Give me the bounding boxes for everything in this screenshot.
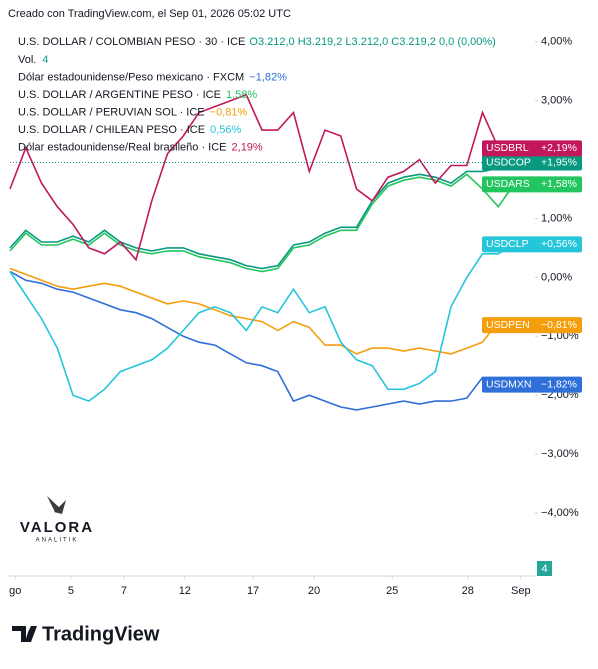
series-line [9, 173, 515, 273]
volume-label: Vol. [18, 54, 36, 66]
plot-area [9, 93, 535, 411]
x-tick-label: 20 [308, 585, 320, 597]
x-tick-label: 12 [179, 585, 191, 597]
x-tick-label: 5 [68, 585, 74, 597]
legend-value: 0,56% [210, 124, 241, 136]
watermark-text: VALORA [20, 519, 94, 536]
legend-value: 2,19% [232, 141, 263, 153]
price-tag [482, 376, 582, 393]
legend-value: 1,58% [226, 89, 257, 101]
legend-name: U.S. DOLLAR / PERUVIAN SOL · ICE [18, 106, 205, 118]
caption: Creado con TradingView.com, el Sep 01, 2… [8, 8, 291, 20]
legend-ohlc: O3.212,0 H3.219,2 L3.212,0 C3.219,2 0,0 … [249, 36, 495, 48]
price-tag-value: +1,95% [541, 156, 577, 168]
legend-name: U.S. DOLLAR / CHILEAN PESO · ICE [18, 124, 205, 136]
price-tag [482, 154, 582, 171]
watermark: VALORA ANALITIK [20, 496, 94, 544]
price-tag-symbol: USDMXN [486, 378, 532, 390]
legend-entry: U.S. DOLLAR / CHILEAN PESO · ICE 0,56% [18, 124, 241, 136]
y-tick-label: −4,00% [541, 507, 579, 519]
legend-volume: Vol. 4 [18, 54, 48, 66]
price-tag-value: +1,58% [541, 178, 577, 190]
x-tick-label: 25 [386, 585, 398, 597]
price-tag [482, 176, 582, 193]
volume-badge: 4 [541, 563, 547, 575]
legend-entry: Dólar estadounidense/Peso mexicano · FXC… [18, 71, 287, 83]
legend-name: Dólar estadounidense/Real brasileño · IC… [18, 141, 227, 153]
legend-entry: Dólar estadounidense/Real brasileño · IC… [18, 141, 263, 153]
price-tag-value: +0,56% [541, 238, 577, 250]
price-tag-symbol: USDCOP [486, 156, 531, 168]
brand-icon [12, 626, 37, 642]
price-tag-value: −1,82% [541, 378, 577, 390]
price-tag-symbol: USDARS [486, 178, 530, 190]
legend-entry: U.S. DOLLAR / COLOMBIAN PESO · 30 · ICE O… [18, 36, 496, 48]
legend-entry: U.S. DOLLAR / ARGENTINE PESO · ICE 1,58% [18, 89, 257, 101]
price-tag [482, 317, 582, 334]
price-tag-symbol: USDBRL [486, 142, 529, 154]
y-tick-label: −1,00% [541, 330, 579, 342]
price-tag-value: +2,19% [541, 142, 577, 154]
x-tick-label: 7 [121, 585, 127, 597]
volume-value: 4 [42, 54, 48, 66]
x-tick-label: 17 [247, 585, 259, 597]
legend-name: Dólar estadounidense/Peso mexicano · FXC… [18, 71, 244, 83]
legend-name: U.S. DOLLAR / COLOMBIAN PESO · 30 · ICE [18, 36, 245, 48]
price-tag [482, 236, 582, 253]
legend-name: U.S. DOLLAR / ARGENTINE PESO · ICE [18, 89, 221, 101]
volume-badge-box [537, 561, 552, 576]
price-tag-symbol: USDCLP [486, 238, 529, 250]
legend-value: −0,81% [210, 106, 248, 118]
legend: U.S. DOLLAR / COLOMBIAN PESO · 30 · ICE O… [18, 36, 496, 154]
price-tag [482, 140, 582, 157]
brand-text: TradingView [42, 623, 160, 645]
legend-value: −1,82% [249, 71, 287, 83]
legend-entry: U.S. DOLLAR / PERUVIAN SOL · ICE −0,81% [18, 106, 247, 118]
series-line [9, 267, 515, 355]
price-tag-symbol: USDPEN [486, 319, 530, 331]
watermark-icon [47, 496, 66, 514]
y-tick-label: 4,00% [541, 36, 572, 48]
watermark-subtext: ANALITIK [36, 538, 79, 544]
x-tick-label: Sep [511, 585, 531, 597]
y-tick-label: 1,00% [541, 212, 572, 224]
series-line [9, 243, 515, 403]
y-tick-label: 0,00% [541, 271, 572, 283]
brand-logo: TradingView [12, 623, 160, 645]
series-line [9, 270, 515, 411]
x-tick-label: 28 [462, 585, 474, 597]
x-tick-label: go [9, 585, 21, 597]
price-tag-value: −0,81% [541, 319, 577, 331]
series-line [9, 93, 515, 262]
y-tick-label: 3,00% [541, 95, 572, 107]
y-tick-label: −3,00% [541, 448, 579, 460]
